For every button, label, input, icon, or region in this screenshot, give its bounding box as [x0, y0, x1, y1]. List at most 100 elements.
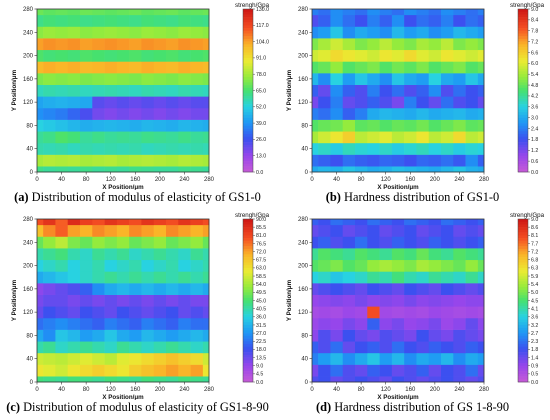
heatmap-cell [404, 73, 417, 85]
colorbar-segment [518, 131, 528, 135]
heatmap-cell [416, 294, 430, 307]
colorbar-segment [518, 155, 528, 159]
heatmap-chart-c: 0 40 80 120 160 200 240 280 0 40 80 120 160 200 240 280… [11, 212, 270, 400]
heatmap-cell [404, 166, 417, 173]
y-tick-label: 40 [26, 357, 33, 363]
heatmap-cell [55, 38, 69, 51]
colorbar-segment [243, 278, 253, 282]
heatmap-cell [318, 219, 331, 226]
colorbar-segment [243, 368, 253, 372]
heatmap-cell [141, 341, 155, 354]
heatmap-cell [67, 219, 81, 226]
heatmap-cell [116, 219, 130, 226]
heatmap-cell [37, 131, 44, 144]
heatmap-cell [153, 14, 167, 27]
heatmap-cell [379, 317, 393, 330]
colorbar-segment [518, 265, 528, 269]
heatmap-cell [129, 107, 142, 120]
heatmap-cell [55, 26, 69, 39]
colorbar-segment [243, 376, 253, 380]
heatmap-cell [67, 142, 81, 155]
heatmap-cell [37, 341, 44, 354]
heatmap-cell [37, 271, 44, 284]
caption-b-text: Hardness distribution of GS1-0 [344, 190, 500, 204]
heatmap-cell [477, 283, 485, 295]
plot-frame [311, 8, 485, 173]
heatmap-cell [465, 341, 479, 354]
heatmap-cell [37, 306, 44, 319]
x-tick-label: 240 [179, 177, 190, 183]
colorbar-tick-label: 0.5 [531, 372, 538, 378]
heatmap-cell [92, 84, 105, 97]
heatmap-cell [178, 352, 191, 365]
heatmap-cell [453, 142, 466, 155]
colorbar-segment [518, 49, 528, 53]
heatmap-cell [416, 61, 430, 74]
heatmap-cell [465, 219, 479, 226]
heatmap-cell [202, 61, 210, 74]
colorbar-segment [518, 311, 528, 315]
colorbar-segment [518, 66, 528, 70]
heatmap-cell [379, 14, 393, 27]
heatmap-cell [404, 329, 417, 342]
heatmap-cell [190, 9, 204, 16]
heatmap-cell [441, 61, 454, 74]
colorbar-tick-label: 9.0 [256, 364, 263, 370]
colorbar-segment [518, 163, 528, 167]
heatmap-cell [37, 352, 44, 365]
heatmap-cell [404, 219, 417, 226]
colorbar-segment [243, 85, 253, 89]
y-tick-label: 240 [23, 240, 34, 246]
heatmap-cell [441, 14, 454, 27]
heatmap-cell [312, 352, 319, 365]
heatmap-cell [166, 352, 179, 365]
heatmap-cell [404, 9, 417, 16]
heatmap-cell [441, 154, 454, 167]
heatmap-cell [355, 154, 368, 167]
heatmap-cell [141, 96, 155, 109]
colorbar-tick-label: 26.0 [256, 137, 266, 143]
heatmap-cell [80, 364, 93, 377]
heatmap-cell [453, 84, 466, 97]
heatmap-cell [92, 283, 105, 295]
heatmap-cell [80, 376, 93, 383]
heatmap-cell [312, 248, 319, 261]
heatmap-cell [116, 14, 130, 27]
heatmap-cell [404, 248, 417, 261]
heatmap-cell [342, 219, 356, 226]
heatmap-cell [55, 166, 69, 173]
heatmap-cell [178, 119, 191, 132]
heatmap-cell [166, 219, 179, 226]
heatmap-cell [116, 26, 130, 39]
heatmap-cell [391, 107, 405, 120]
heatmap-cell [116, 119, 130, 132]
heatmap-cell [67, 96, 81, 109]
heatmap-cell [178, 9, 191, 16]
heatmap-cell [342, 283, 356, 295]
colorbar-tick-label: 6.3 [531, 266, 538, 272]
colorbar-segment [243, 300, 253, 304]
heatmap-cell [453, 154, 466, 167]
y-tick-label: 0 [305, 380, 309, 386]
heatmap-cell [67, 119, 81, 132]
heatmap-cell [178, 224, 191, 237]
heatmap-cell [391, 306, 405, 319]
heatmap-cell [202, 107, 210, 120]
heatmap-cell [92, 294, 105, 307]
heatmap-cell [43, 271, 56, 284]
colorbar-tick-label: 8.6 [531, 225, 538, 231]
heatmap-cell [178, 294, 191, 307]
colorbar-segment [518, 254, 528, 258]
heatmap-cell [367, 352, 380, 365]
colorbar-segment [518, 305, 528, 309]
heatmap-cell [453, 61, 466, 74]
colorbar-segment [518, 47, 528, 51]
heatmap-cells [37, 219, 210, 383]
heatmap-cell [55, 306, 69, 319]
x-tick-label: 280 [479, 177, 490, 183]
colorbar-segment [243, 327, 253, 331]
colorbar-title: strengh/Gpa [510, 212, 545, 219]
heatmap-cell [166, 376, 179, 383]
heatmap-cell [67, 224, 81, 237]
heatmap-cell [104, 306, 118, 319]
